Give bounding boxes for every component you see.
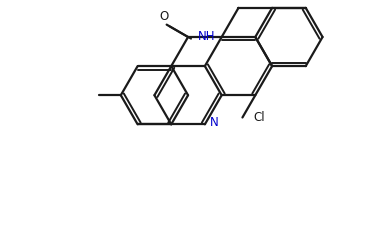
Text: N: N [210,116,219,129]
Text: O: O [159,10,168,23]
Text: Cl: Cl [253,111,265,124]
Text: NH: NH [198,30,216,43]
